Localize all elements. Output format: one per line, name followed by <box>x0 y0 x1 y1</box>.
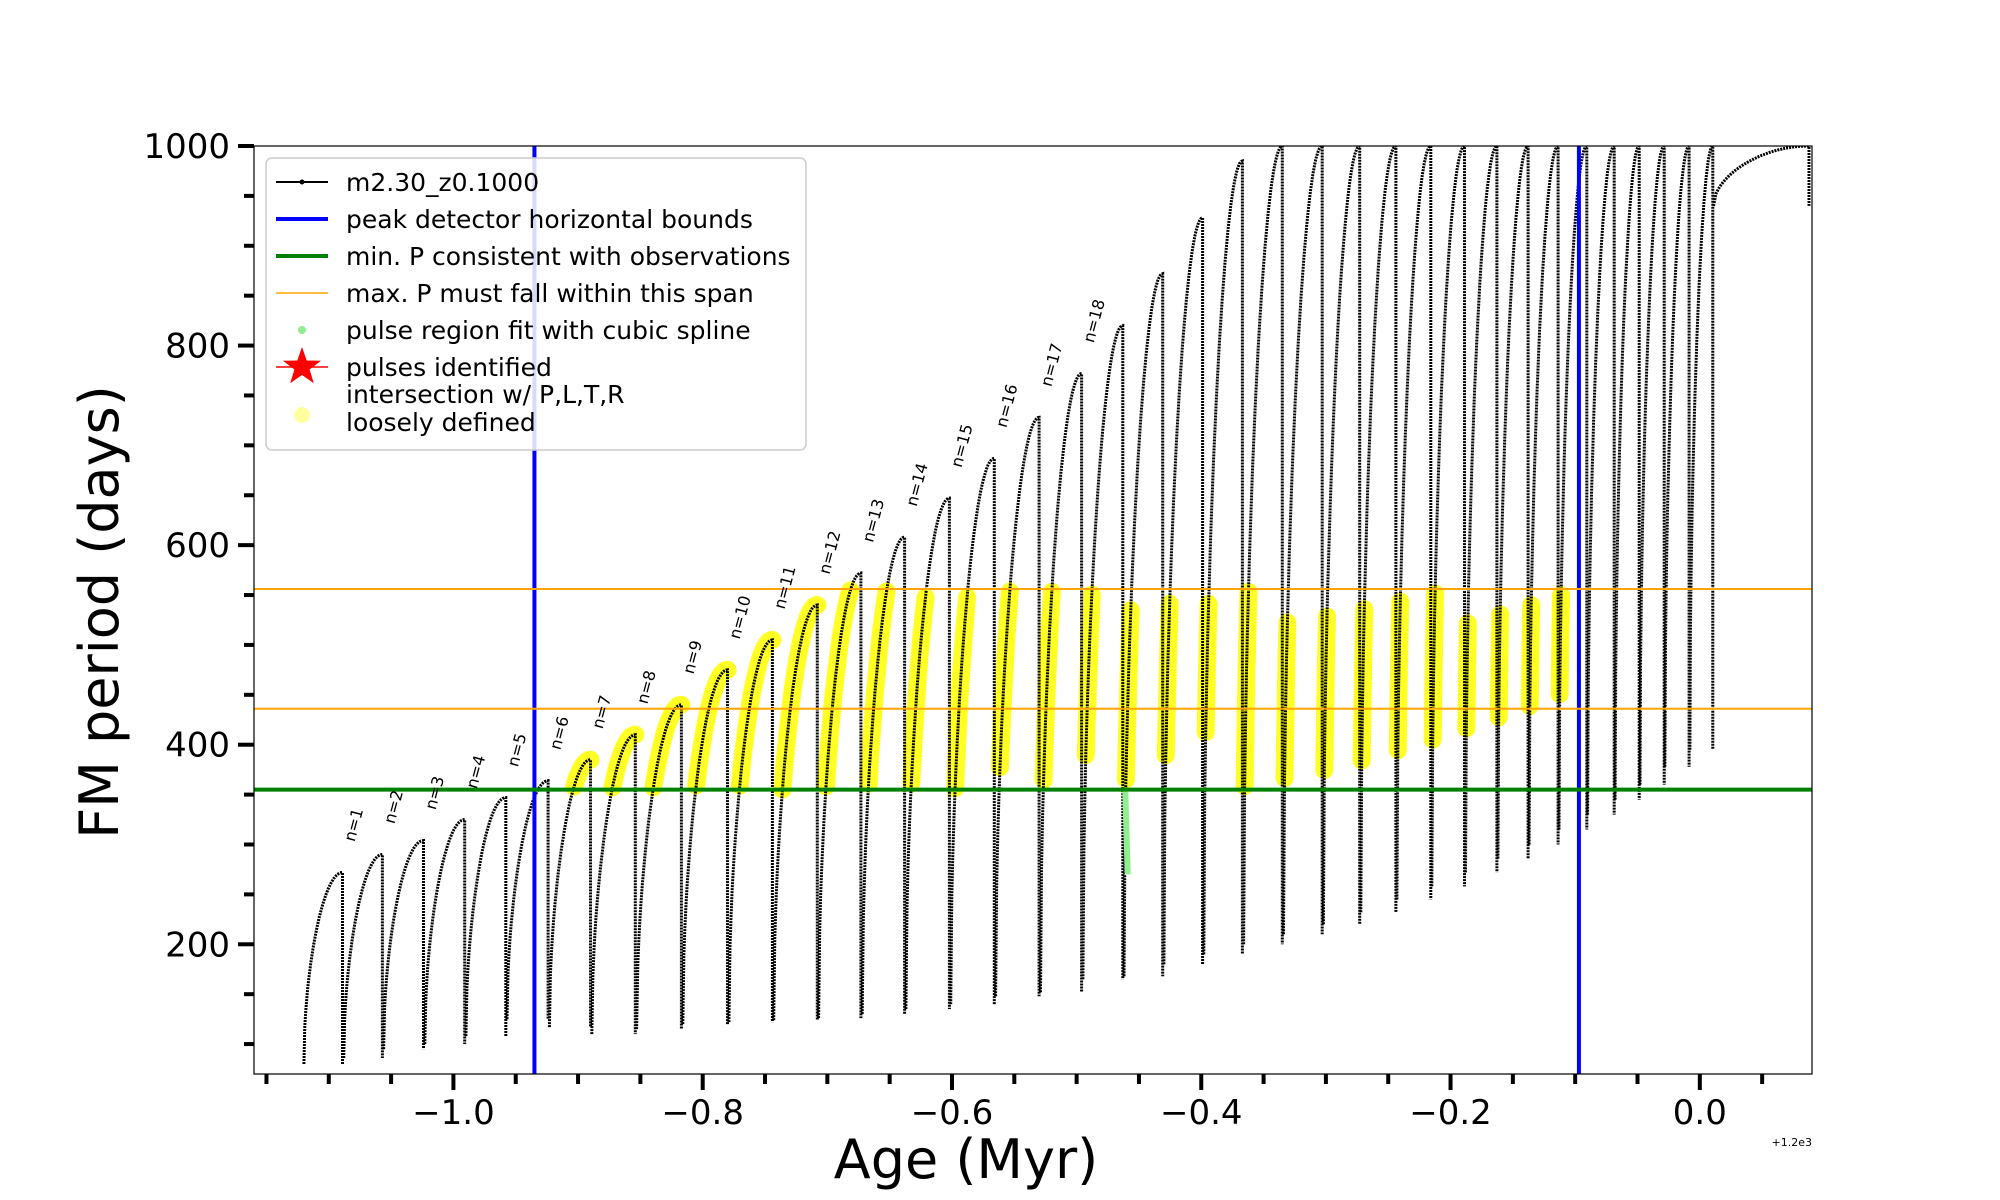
legend-label: pulses identified <box>346 353 552 382</box>
pulse-track <box>342 852 384 1059</box>
pulse-label: n=6 <box>546 714 573 752</box>
pulse-label: n=12 <box>815 529 845 576</box>
y-tick-label: 1000 <box>143 127 230 167</box>
legend-label: pulse region fit with cubic spline <box>346 316 751 345</box>
pulse-label: n=17 <box>1037 341 1067 388</box>
legend-label: m2.30_z0.1000 <box>346 168 539 197</box>
pulse-track <box>423 817 467 1045</box>
plot-area: n=1 n=2 n=3 n=4 n=5 n=6 n=7 n=8 n=9 n=10 n=11 n=12 n… <box>254 146 1812 1074</box>
pulse-track <box>1613 146 1641 800</box>
pulse-track <box>1282 146 1324 935</box>
pulse-track <box>1638 146 1666 785</box>
spline-fit <box>1122 789 1131 875</box>
pulse-track <box>505 778 550 1020</box>
pulse-label: n=2 <box>380 788 407 826</box>
legend-marker <box>294 407 310 423</box>
y-axis-label: FM period (days) <box>68 385 131 839</box>
pulse-track <box>1081 323 1125 980</box>
intersection-region <box>730 630 782 795</box>
legend-box <box>265 157 807 451</box>
pulse-track <box>590 733 637 1035</box>
x-tick-label: −1.0 <box>412 1093 495 1133</box>
x-tick-label: −0.8 <box>661 1093 744 1133</box>
pulse-label: n=1 <box>340 806 367 844</box>
pulse-label: n=16 <box>992 382 1022 429</box>
pulse-track <box>727 638 774 1023</box>
evolution-track <box>302 146 1811 1065</box>
pulse-track <box>772 603 819 1021</box>
pulse-track <box>382 838 425 1050</box>
pulse-track <box>302 870 344 1065</box>
pulse-track <box>1557 146 1589 830</box>
legend-label: min. P consistent with observations <box>346 242 791 271</box>
axes-ticks: 200 400 600 800 1000 −1.0 −0.8 −0.6 −0.4 −0.2 0.0 <box>143 127 1765 1133</box>
pulse-track <box>949 456 996 1005</box>
pulse-track <box>1663 146 1691 767</box>
pulse-track <box>635 703 683 1030</box>
legend-marker <box>283 347 321 384</box>
pulse-track <box>1359 146 1398 913</box>
x-tick-label: 0.0 <box>1673 1093 1727 1133</box>
pulse-track <box>1496 146 1530 859</box>
y-tick-label: 600 <box>165 526 230 566</box>
y-tick-label: 200 <box>165 925 230 965</box>
pulse-track <box>1321 146 1362 925</box>
pulse-track <box>817 571 863 1019</box>
y-tick-label: 800 <box>165 327 230 367</box>
pulse-track <box>681 668 729 1025</box>
intersection-region <box>644 695 691 797</box>
pulse-track <box>1162 215 1205 965</box>
pulse-label: n=14 <box>902 461 932 508</box>
x-offset-label: +1.2e3 <box>1772 1136 1812 1149</box>
pulse-label: n=4 <box>462 753 489 791</box>
legend-label: max. P must fall within this span <box>346 279 754 308</box>
pulse-label: n=11 <box>770 564 800 611</box>
pulse-track <box>1527 146 1560 845</box>
spline-segment <box>1122 789 1131 875</box>
intersection-region <box>687 660 737 795</box>
pulse-label: n=8 <box>633 668 660 706</box>
pulse-label: n=10 <box>725 594 755 641</box>
x-tick-label: −0.6 <box>911 1093 994 1133</box>
legend-label-2: loosely defined <box>346 408 536 437</box>
pulse-track <box>1122 271 1165 977</box>
intersection-region <box>817 581 860 796</box>
pulse-track <box>464 795 508 1037</box>
pulse-label: n=18 <box>1079 297 1109 344</box>
pulse-track <box>1464 146 1499 873</box>
legend-label: intersection w/ P,L,T,R <box>346 380 625 409</box>
x-axis-label: Age (Myr) <box>834 1128 1099 1191</box>
plot-frame <box>253 145 1813 1075</box>
pulse-label: n=13 <box>858 497 888 544</box>
intersection-highlights <box>565 581 1571 799</box>
pulse-track <box>1242 146 1284 945</box>
pulse-label: n=9 <box>679 638 706 676</box>
intersection-region <box>773 596 827 799</box>
pulse-label: n=5 <box>503 731 530 769</box>
pulse-track <box>1586 146 1616 815</box>
x-tick-label: −0.4 <box>1160 1093 1243 1133</box>
pulse-track <box>1039 371 1084 993</box>
pulse-track <box>1688 146 1715 750</box>
pulse-track <box>1430 146 1466 887</box>
pulse-track <box>547 758 592 1028</box>
pulse-track <box>1202 158 1244 955</box>
legend-marker-dot <box>299 179 305 185</box>
pulse-label: n=7 <box>588 693 615 731</box>
intersection-region <box>603 725 645 797</box>
pulse-track <box>1712 146 1811 207</box>
pulse-label: n=3 <box>421 774 448 812</box>
pulse-track <box>994 415 1041 997</box>
pulse-track <box>1395 146 1433 900</box>
x-tick-label: −0.2 <box>1409 1093 1492 1133</box>
pulse-track <box>860 535 907 1015</box>
y-tick-label: 400 <box>165 726 230 766</box>
legend-label: peak detector horizontal bounds <box>346 205 753 234</box>
legend-marker <box>298 326 306 334</box>
reference-lines <box>254 146 1812 1074</box>
pulse-label: n=15 <box>947 422 977 469</box>
pulse-track <box>904 496 951 1010</box>
